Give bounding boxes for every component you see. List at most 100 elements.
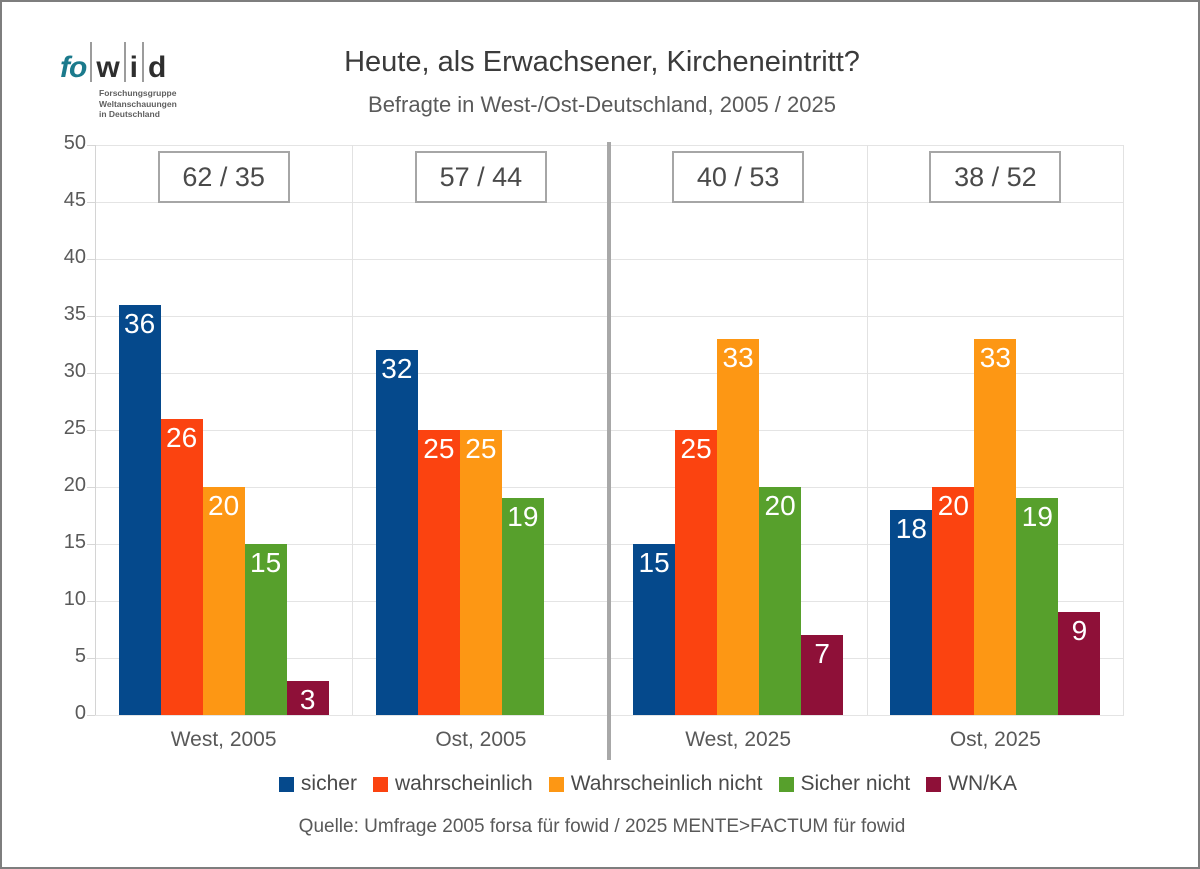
bar-sicher-nicht: 19: [1016, 498, 1059, 715]
legend-swatch: [372, 776, 388, 792]
y-axis-tick-mark: [87, 259, 96, 260]
bar-value-label: 15: [638, 547, 670, 578]
y-axis-tick-label: 0: [74, 702, 86, 724]
fowid-logo: fo w i d Forschungsgruppe Weltanschauung…: [60, 42, 177, 119]
y-axis-tick-mark: [87, 544, 96, 545]
group-total-box: 40 / 53: [672, 151, 805, 203]
legend-label: Wahrscheinlich nicht: [570, 772, 763, 795]
x-axis-category-label: Ost, 2005: [435, 728, 527, 751]
bar-sicher-nicht: 20: [759, 487, 802, 715]
legend-item: WN/KA: [926, 772, 1017, 796]
bar-value-label: 33: [979, 341, 1011, 373]
group-total-box: 57 / 44: [414, 151, 547, 203]
y-axis-tick-mark: [87, 373, 96, 374]
y-axis-tick-mark: [87, 145, 96, 146]
y-axis-tick-mark: [87, 316, 96, 317]
legend-item: wahrscheinlich: [372, 772, 533, 796]
bar-value-label: 3: [299, 683, 316, 715]
bar-wahrscheinlich-nicht: 33: [974, 338, 1017, 715]
y-axis-tick-label: 25: [63, 417, 86, 439]
bar-wahrscheinlich-nicht: 33: [717, 338, 760, 715]
bar-value-label: 19: [1021, 501, 1053, 533]
y-axis-tick-label: 30: [63, 360, 86, 382]
y-axis-tick-label: 35: [63, 303, 86, 325]
legend-label: WN/KA: [948, 772, 1018, 795]
logo-divider-bar: [90, 42, 93, 82]
bar-wahrscheinlich: 25: [675, 430, 718, 715]
bar-value-label: 20: [208, 490, 240, 521]
bar-value-label: 25: [465, 433, 497, 464]
y-axis-tick-label: 10: [63, 588, 86, 610]
legend-swatch: [778, 776, 794, 792]
logo-subtitle: Forschungsgruppe Weltanschauungen in Deu…: [99, 88, 177, 119]
logo-letter-i: i: [129, 51, 139, 85]
y-axis-tick-label: 5: [74, 645, 86, 667]
plot-area: 62 / 35 36 26 20 15 3 57 / 44 32 25 25 19 40 / 53 15…: [95, 144, 1124, 716]
y-axis-tick-mark: [87, 601, 96, 602]
fowid-logo-wordmark: fo w i d: [60, 42, 167, 85]
legend-swatch: [548, 776, 564, 792]
y-axis-tick-mark: [87, 715, 96, 716]
bar-value-label: 36: [124, 307, 156, 339]
bar-value-label: 7: [814, 638, 830, 670]
bar-wn-ka: 9: [1058, 612, 1101, 715]
panel-separator: [867, 145, 868, 715]
x-axis-category-label: West, 2005: [170, 728, 277, 751]
group-total-box: 62 / 35: [157, 151, 290, 203]
bar-sicher: 36: [118, 304, 161, 715]
y-axis-tick-label: 40: [63, 246, 86, 268]
logo-fo: fo: [60, 51, 87, 85]
logo-divider-bar: [142, 42, 145, 82]
bar-value-label: 19: [507, 501, 539, 533]
bar-value-label: 33: [722, 341, 754, 373]
bar-value-label: 20: [937, 490, 969, 521]
bar-value-label: 32: [381, 353, 413, 385]
legend: sicher wahrscheinlich Wahrscheinlich nicht…: [48, 772, 1198, 796]
panel-separator: [352, 145, 353, 715]
bar-value-label: 25: [423, 433, 455, 464]
legend-label: wahrscheinlich: [394, 772, 533, 795]
chart-title: Heute, als Erwachsener, Kircheneintritt?: [344, 46, 860, 78]
period-divider-line: [607, 142, 611, 760]
bar-sicher-nicht: 15: [244, 544, 287, 715]
chart-subtitle: Befragte in West-/Ost-Deutschland, 2005 …: [368, 92, 836, 117]
x-axis-category-label: West, 2025: [685, 728, 792, 751]
y-axis-tick-label: 20: [63, 474, 86, 496]
y-axis-tick-mark: [87, 202, 96, 203]
x-axis-labels: West, 2005 Ost, 2005 West, 2025 Ost, 2025: [95, 728, 1124, 756]
legend-item: sicher: [278, 772, 357, 796]
bar-wahrscheinlich: 26: [160, 418, 203, 715]
bar-wahrscheinlich-nicht: 25: [459, 430, 502, 715]
y-axis-tick-mark: [87, 487, 96, 488]
legend-label: Sicher nicht: [800, 772, 911, 795]
y-axis-tick-label: 15: [63, 531, 86, 553]
bar-wahrscheinlich-nicht: 20: [202, 487, 245, 715]
logo-letter-d: d: [148, 51, 167, 85]
bar-value-label: 20: [764, 490, 796, 521]
logo-letter-w: w: [96, 51, 120, 85]
bar-sicher-nicht: 19: [501, 498, 544, 715]
y-axis-tick-label: 45: [63, 189, 86, 211]
bar-sicher: 32: [375, 350, 418, 715]
panel-separator: [1123, 145, 1124, 715]
bar-sicher: 18: [890, 509, 933, 715]
legend-swatch: [926, 776, 942, 792]
bar-value-label: 25: [680, 433, 712, 464]
source-note: Quelle: Umfrage 2005 forsa für fowid / 2…: [298, 816, 906, 837]
logo-divider-bar: [123, 42, 126, 82]
y-axis-tick-mark: [87, 658, 96, 659]
bar-sicher: 15: [633, 544, 676, 715]
y-axis-tick-mark: [87, 430, 96, 431]
bar-wahrscheinlich: 25: [417, 430, 460, 715]
bar-wn-ka: 3: [286, 680, 329, 715]
y-axis-line: [95, 145, 96, 715]
group-total-box: 38 / 52: [929, 151, 1062, 203]
bar-wahrscheinlich: 20: [932, 487, 975, 715]
bar-wn-ka: 7: [801, 635, 844, 715]
x-axis-category-label: Ost, 2025: [949, 728, 1041, 751]
legend-swatch: [278, 776, 294, 792]
y-axis-tick-label: 50: [63, 132, 86, 154]
legend-item: Sicher nicht: [778, 772, 911, 796]
legend-item: Wahrscheinlich nicht: [548, 772, 763, 796]
